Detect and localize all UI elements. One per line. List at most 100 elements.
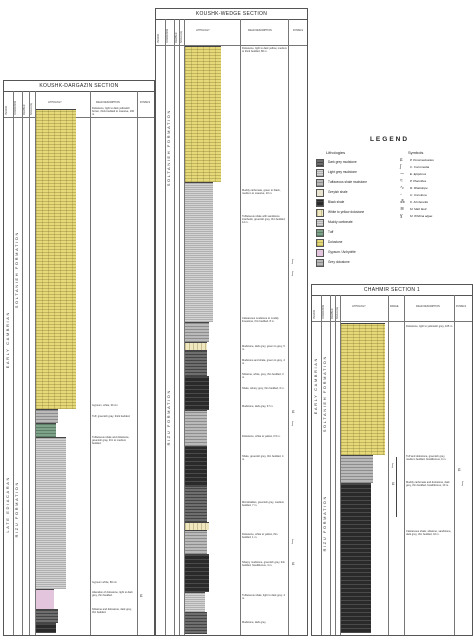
legend-label: Gypsum / Anhydrite [328,250,356,254]
swatch [316,219,324,227]
symbol-label: P. Planolites [410,179,427,183]
mudstone-layer [36,409,58,423]
description: Sharpy mudstone, greenish grey, thin bed… [242,561,285,568]
symbol-item: ɕ P. Persimedusites [400,157,464,164]
header-member: MEMBER [175,32,178,44]
dark-dolostone-layer [36,609,58,623]
fossil-icon: ɕ [292,409,295,415]
description: Tuffaceous shale, light to dark grey, 4 … [242,594,285,601]
description: Alteration of dolostone, light to dark g… [92,591,133,598]
koushk-wedge-section: KOUSHK-WEDGE SECTION PERIOD FORMATION ME… [155,8,308,636]
description: Tuffaceous shale and dolostone, greenish… [92,436,130,446]
section-title: CHAHMIR SECTION 1 [312,285,472,296]
swatch [316,199,324,207]
legend-label: Dark grey mudstone [328,160,357,164]
legend-label: Grey dolostone [328,260,350,264]
symbol-item: ◦ U. Uncultura [400,192,464,199]
legend-item: Tuffaceous shale mudstone [316,179,396,188]
header-member: MEMBER [23,104,26,116]
fossil-icon: ʃ [292,539,294,545]
description: Mudstone and shale, green to grey, 4 m. [242,359,285,366]
period-label: EARLY CAMBRIAN [313,357,318,415]
shale-layer [185,530,207,554]
symbol-item: ≋ M. Matt fault [400,206,464,213]
black-shale-layer [185,554,209,592]
legend-item: Grey dolostone [316,259,396,268]
formation-label: SOLTANIEH FORMATION [166,109,171,187]
header-fossils: FOSSILS [456,305,467,308]
header-period: PERIOD [313,309,316,319]
description: Muddy carbonate, green to black, medium … [242,189,281,196]
header-description: FIELD DESCRIPTION [248,29,272,32]
tuffaceous-shale-layer [185,592,205,612]
symbol-label: K. Kimberella [410,200,428,204]
black-shale-layer [36,623,56,633]
header-description: FIELD DESCRIPTION [416,305,440,308]
symbols-title: Symbols [408,150,424,155]
legend-item: Dark grey mudstone [316,159,396,168]
symbol-item: ∽ E. Epiplerus [400,171,464,178]
swatch [316,159,324,167]
algae-icon: ɣ [400,213,403,219]
section-title: KOUSHK-DARGAZIN SECTION [4,81,154,92]
fossil-icon: ʃ [292,271,294,277]
dolostone-layer [185,46,221,182]
swatch [316,239,324,247]
worm-icon: ∿ [400,185,405,191]
symbol-item: ∿ R. Rhabdope [400,185,464,192]
description: Shale, silvery grey, thin bedded, 6 m. [242,387,285,390]
symbol-label: M. Matt fault [410,207,427,211]
shell-icon: ɕ [400,157,403,163]
symbol-item: ʃ C. Conomedia [400,164,464,171]
symbol-label: E. Epiplerus [410,172,427,176]
header-scale: SCALE (m) [336,306,339,319]
description: Dolostone, light to dark yellow, medium … [242,47,287,54]
symbol-label: U. Uncultura [410,193,427,197]
muddy-carbonate-layer [341,483,371,633]
symbol-label: R. Rhabdope [410,186,428,190]
legend-item: White to yellow dolostone [316,209,396,218]
description: Calcareous mudstone to muddy limestone, … [242,317,279,324]
legend: LEGEND Lithologies Symbols Dark grey mud… [312,124,467,284]
symbol-item: ≈ P. Planolites [400,178,464,185]
legend-label: Greyish shale [328,190,348,194]
legend-title: LEGEND [369,136,410,143]
header-scale: SCALE (m) [180,30,183,43]
tuffaceous-shale-layer [185,322,209,342]
description: Siltstone, white, grey, thin bedded, 3 m… [242,373,284,380]
description: Gypsum white, 80 cm [92,581,117,584]
mudstone-layer [185,612,207,634]
description: Dolostone, white to yellow, thin bedded,… [242,533,278,540]
header-description: FIELD DESCRIPTION [96,101,120,104]
dolostone-thin-layer [185,522,209,530]
description: Mudstone, dark grey, green to grey, 5 m. [242,345,285,352]
mudstone-layer [185,486,207,522]
tube-icon: ʃ [400,164,402,170]
section-title: KOUSHK-WEDGE SECTION [156,9,307,20]
header-period: PERIOD [5,105,8,115]
swatch [316,189,324,197]
legend-label: Tuffaceous shale mudstone [328,180,367,184]
black-shale-layer [185,446,207,486]
period-label: EARLY CAMBRIAN [5,311,10,369]
swatch [316,259,324,267]
header-period: PERIOD [157,33,160,43]
legend-label: Muddy carbonate [328,220,353,224]
swatch [316,169,324,177]
header-lithology: LITHOLOGY [48,101,62,104]
legend-item: Dolostone [316,239,396,248]
description: Microbialites, greenish grey, medium bed… [242,501,285,508]
formation-label: RIZU FORMATION [166,389,171,446]
dolostone-thin-layer [185,342,207,350]
tuff-layer [341,455,373,483]
legend-label: Dolostone [328,240,343,244]
dolostone-layer [36,109,76,409]
shale-layer [185,410,207,446]
header-lithology: LITHOLOGY [352,305,366,308]
formation-label: SOLTANIEH FORMATION [322,355,327,433]
swatch [316,209,324,217]
swatch [316,179,324,187]
legend-label: Black shale [328,200,345,204]
header-divider [4,117,154,118]
track-icon: ⁂ [400,199,405,205]
